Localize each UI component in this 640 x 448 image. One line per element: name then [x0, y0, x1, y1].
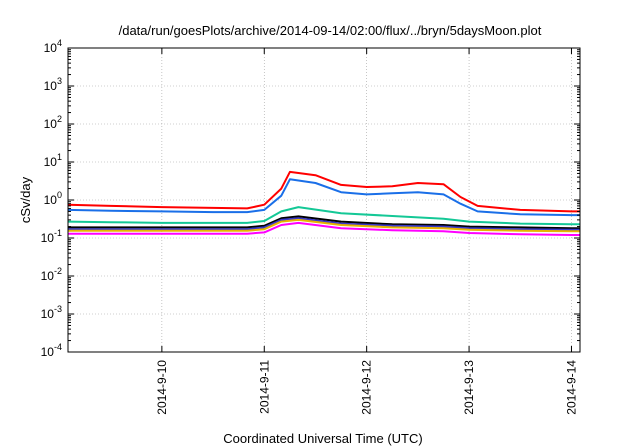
series-layer: [67, 170, 580, 236]
series-line: [68, 215, 580, 230]
x-axis-ticks: 2014-9-10 2014-9-11 2014-9-12 2014-9-13 2014…: [155, 48, 578, 415]
y-tick-label: 102: [44, 114, 62, 131]
series-line: [68, 217, 580, 231]
x-tick-label: 2014-9-14: [564, 360, 578, 415]
x-axis-label: Coordinated Universal Time (UTC): [223, 431, 422, 446]
series-line: [68, 221, 580, 236]
y-tick-label: 103: [44, 76, 62, 93]
y-tick-label: 10-1: [41, 228, 62, 245]
series-line: [67, 206, 580, 226]
series-line: [67, 170, 580, 213]
y-axis-label: cSv/day: [18, 176, 33, 223]
x-tick-label: 2014-9-13: [462, 360, 476, 415]
y-tick-label: 104: [44, 38, 62, 55]
series-line: [67, 178, 580, 217]
y-tick-label: 10-2: [41, 266, 62, 283]
y-tick-label: 10-4: [41, 342, 62, 359]
grid: [68, 47, 580, 353]
x-tick-label: 2014-9-11: [257, 360, 271, 414]
chart-title: /data/run/goesPlots/archive/2014-09-14/0…: [119, 23, 542, 38]
x-tick-label: 2014-9-12: [360, 360, 374, 415]
y-tick-label: 10-3: [41, 304, 62, 321]
y-tick-label: 100: [44, 190, 62, 207]
y-axis-ticks: 10-4 10-3 10-2 10-1 100 101 102 103 104: [41, 38, 580, 359]
series-line: [68, 218, 580, 233]
x-tick-label: 2014-9-10: [155, 360, 169, 415]
y-tick-label: 101: [44, 152, 62, 169]
